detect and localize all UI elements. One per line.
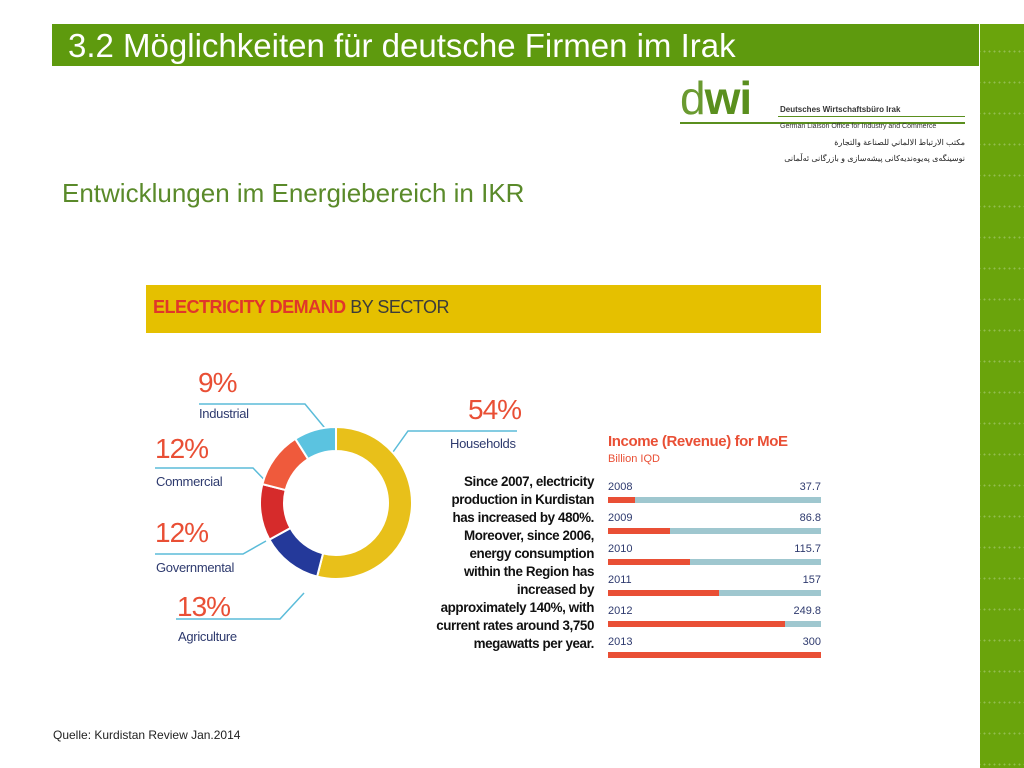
- income-year-label: 2011: [608, 574, 632, 586]
- income-bar-track: [608, 652, 821, 658]
- income-bar-fill: [608, 621, 786, 627]
- title-rest: BY SECTOR: [345, 297, 450, 317]
- slide-title: 3.2 Möglichkeiten für deutsche Firmen im…: [68, 27, 736, 64]
- label-governmental: Governmental: [156, 560, 235, 575]
- pct-households: 54%: [468, 394, 522, 425]
- income-year-label: 2010: [608, 543, 633, 555]
- leader-lines: [155, 403, 517, 620]
- donut-chart: [155, 403, 517, 620]
- donut-slices: [259, 425, 413, 580]
- income-value-label: 249.8: [793, 605, 821, 617]
- income-year-label: 2013: [608, 636, 633, 648]
- pct-industrial: 9%: [198, 367, 237, 398]
- income-chart-title: Income (Revenue) for MoE: [608, 433, 788, 450]
- income-bar-fill: [608, 497, 635, 503]
- income-value-label: 157: [802, 574, 821, 586]
- logo-divider: [778, 116, 965, 117]
- income-bar-track: [608, 528, 821, 534]
- leader-industrial: [199, 403, 330, 434]
- pct-agriculture: 13%: [177, 591, 231, 622]
- income-year-label: 2009: [608, 512, 633, 524]
- dwi-logo: dwi Deutsches Wirtschaftsbüro Irak Germa…: [680, 72, 970, 176]
- leader-households: [387, 430, 517, 460]
- income-bar-fill: [608, 652, 821, 658]
- income-bar-fill: [608, 528, 670, 534]
- income-row-2013: 2013 300: [608, 636, 821, 666]
- income-row-2009: 2009 86.8: [608, 512, 821, 542]
- income-row-2011: 2011 157: [608, 574, 821, 604]
- income-bar-track: [608, 621, 821, 627]
- infographic: ELECTRICITY DEMAND BY SECTOR 9% Industri…: [146, 285, 822, 665]
- logo-line-kurdish: نوسینگەی پەیوەندیەکانی پیشەسازی و بازرگا…: [784, 154, 965, 163]
- slice-governmental: [259, 482, 292, 541]
- label-commercial: Commercial: [156, 474, 223, 489]
- source-note: Quelle: Kurdistan Review Jan.2014: [53, 728, 241, 742]
- income-row-2012: 2012 249.8: [608, 605, 821, 635]
- infographic-title: ELECTRICITY DEMAND BY SECTOR: [153, 297, 450, 318]
- logo-underline: [680, 122, 965, 124]
- income-value-label: 86.8: [799, 512, 821, 524]
- decorative-side-band: [980, 24, 1024, 768]
- income-row-2008: 2008 37.7: [608, 481, 821, 511]
- label-households: Households: [450, 436, 516, 451]
- income-bar-fill: [608, 590, 720, 596]
- income-bar-fill: [608, 559, 691, 565]
- income-bar-track: [608, 590, 821, 596]
- income-year-label: 2008: [608, 481, 633, 493]
- income-value-label: 300: [802, 636, 821, 648]
- label-industrial: Industrial: [199, 406, 249, 421]
- income-year-label: 2012: [608, 605, 633, 617]
- slice-households: [315, 425, 413, 580]
- infographic-header: ELECTRICITY DEMAND BY SECTOR: [146, 285, 821, 333]
- income-bar-track: [608, 497, 821, 503]
- income-value-label: 37.7: [799, 481, 821, 493]
- title-highlight: ELECTRICITY DEMAND: [153, 297, 346, 317]
- income-bar-track: [608, 559, 821, 565]
- income-row-2010: 2010 115.7: [608, 543, 821, 573]
- stats-paragraph: Since 2007, electricity production in Ku…: [436, 474, 594, 651]
- pct-governmental: 12%: [155, 517, 209, 548]
- slice-industrial: [293, 425, 337, 461]
- leader-agriculture: [176, 592, 305, 620]
- income-value-label: 115.7: [794, 543, 821, 555]
- label-agriculture: Agriculture: [178, 629, 237, 644]
- logo-line-english: German Liaison Office for Industry and C…: [780, 123, 937, 130]
- income-chart-unit: Billion IQD: [608, 453, 660, 465]
- logo-wordmark: dwi: [680, 72, 752, 124]
- title-bar: [52, 24, 979, 66]
- leader-governmental: [155, 540, 267, 555]
- slide-subtitle: Entwicklungen im Energiebereich in IKR: [62, 178, 525, 208]
- pct-commercial: 12%: [155, 433, 209, 464]
- logo-line-german: Deutsches Wirtschaftsbüro Irak: [780, 105, 901, 114]
- logo-line-arabic: مكتب الارتباط الالماني للصناعة والتجارة: [834, 138, 965, 147]
